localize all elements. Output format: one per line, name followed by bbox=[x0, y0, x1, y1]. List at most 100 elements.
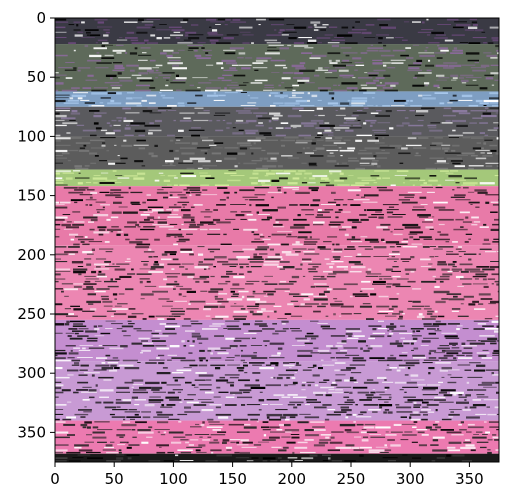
image-streak bbox=[420, 258, 431, 261]
image-streak bbox=[301, 52, 313, 54]
image-streak bbox=[453, 295, 458, 298]
image-streak bbox=[472, 79, 477, 81]
image-streak bbox=[55, 134, 61, 137]
image-streak bbox=[358, 246, 372, 248]
image-streak bbox=[345, 444, 355, 447]
image-streak bbox=[346, 238, 361, 241]
image-streak bbox=[219, 376, 225, 379]
image-streak bbox=[209, 441, 220, 444]
image-streak bbox=[356, 110, 363, 111]
image-streak bbox=[336, 266, 348, 268]
image-streak bbox=[210, 352, 213, 355]
image-streak bbox=[166, 323, 178, 325]
image-streak bbox=[116, 92, 122, 95]
image-streak bbox=[62, 214, 71, 215]
image-streak bbox=[450, 391, 464, 394]
image-streak bbox=[172, 389, 183, 391]
image-streak bbox=[191, 191, 202, 194]
image-streak bbox=[440, 49, 449, 52]
image-streak bbox=[413, 421, 418, 423]
image-streak bbox=[376, 186, 387, 189]
image-streak bbox=[189, 345, 195, 347]
image-streak bbox=[291, 275, 300, 279]
image-streak bbox=[473, 221, 481, 223]
image-streak bbox=[214, 184, 229, 187]
image-streak bbox=[68, 42, 76, 45]
image-streak bbox=[308, 182, 316, 184]
image-streak bbox=[215, 406, 221, 409]
image-streak bbox=[397, 147, 400, 149]
image-streak bbox=[490, 57, 498, 59]
image-streak bbox=[97, 21, 104, 24]
image-streak bbox=[222, 119, 226, 121]
image-streak bbox=[342, 204, 348, 206]
image-streak bbox=[105, 320, 116, 322]
image-streak bbox=[252, 290, 256, 293]
image-streak bbox=[472, 147, 481, 150]
image-streak bbox=[352, 221, 362, 223]
image-streak bbox=[241, 295, 245, 299]
image-streak bbox=[295, 251, 301, 253]
image-streak bbox=[368, 325, 382, 327]
image-streak bbox=[82, 87, 92, 89]
image-streak bbox=[455, 179, 466, 181]
image-streak bbox=[398, 199, 410, 201]
image-streak bbox=[387, 359, 403, 362]
image-streak bbox=[158, 107, 172, 109]
image-streak bbox=[479, 248, 492, 250]
image-streak bbox=[349, 379, 357, 382]
image-streak bbox=[463, 186, 469, 189]
image-streak bbox=[287, 44, 292, 47]
image-streak bbox=[319, 439, 332, 441]
image-streak bbox=[191, 384, 196, 386]
image-streak bbox=[116, 263, 130, 265]
image-streak bbox=[92, 315, 107, 317]
image-streak bbox=[200, 423, 205, 427]
image-streak bbox=[166, 300, 173, 302]
image-streak bbox=[312, 364, 317, 367]
image-streak bbox=[494, 439, 499, 441]
image-streak bbox=[55, 421, 66, 423]
image-streak bbox=[139, 386, 152, 389]
image-streak bbox=[156, 411, 163, 414]
image-streak bbox=[446, 431, 462, 434]
image-streak bbox=[283, 446, 289, 449]
image-streak bbox=[178, 238, 190, 241]
image-streak bbox=[239, 31, 251, 33]
image-streak bbox=[255, 320, 263, 322]
image-streak bbox=[189, 157, 206, 160]
image-streak bbox=[458, 357, 473, 359]
image-streak bbox=[323, 379, 330, 381]
image-streak bbox=[188, 47, 199, 49]
image-streak bbox=[312, 175, 328, 178]
image-streak bbox=[368, 74, 378, 77]
image-streak bbox=[361, 288, 375, 290]
image-streak bbox=[246, 460, 254, 462]
image-streak bbox=[226, 34, 239, 36]
image-streak bbox=[418, 52, 435, 54]
image-streak bbox=[89, 110, 100, 112]
image-streak bbox=[141, 165, 146, 167]
image-streak bbox=[361, 280, 371, 283]
image-streak bbox=[447, 381, 457, 384]
image-streak bbox=[384, 389, 388, 391]
image-streak bbox=[375, 446, 388, 448]
image-streak bbox=[84, 280, 91, 283]
image-streak bbox=[452, 345, 456, 346]
image-streak bbox=[84, 406, 87, 408]
image-streak bbox=[337, 84, 341, 86]
image-streak bbox=[167, 184, 172, 186]
image-streak bbox=[124, 226, 136, 228]
image-streak bbox=[213, 99, 225, 101]
image-streak bbox=[279, 280, 287, 283]
image-streak bbox=[112, 170, 117, 172]
image-streak bbox=[494, 330, 499, 333]
image-streak bbox=[155, 345, 167, 347]
image-streak bbox=[148, 401, 161, 403]
image-streak bbox=[80, 364, 89, 367]
image-streak bbox=[446, 349, 462, 352]
image-streak bbox=[351, 266, 366, 269]
image-streak bbox=[163, 460, 175, 462]
image-streak bbox=[446, 293, 462, 295]
image-streak bbox=[190, 206, 195, 208]
